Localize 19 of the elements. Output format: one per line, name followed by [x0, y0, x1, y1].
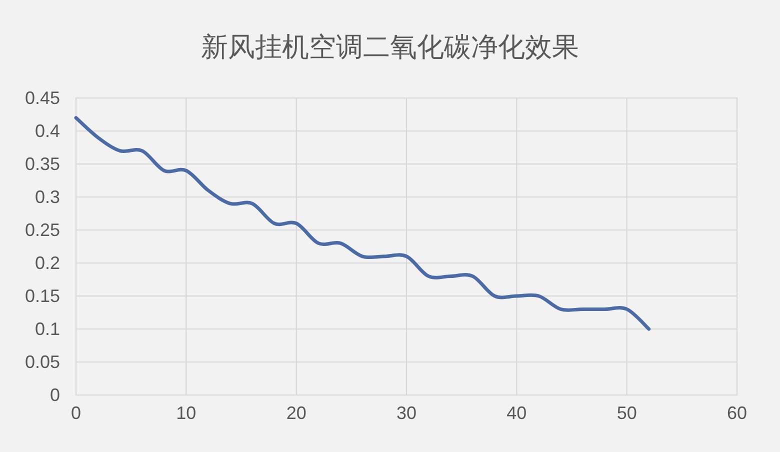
- y-tick-label: 0: [50, 385, 60, 405]
- x-tick-label: 30: [396, 403, 417, 423]
- y-tick-label: 0.4: [34, 121, 60, 141]
- x-tick-label: 60: [726, 403, 748, 423]
- line-series: [74, 116, 651, 331]
- y-tick-label: 0.1: [34, 319, 60, 339]
- x-tick-label: 10: [176, 403, 196, 423]
- x-tick-label: 20: [286, 403, 306, 423]
- y-tick-label: 0.3: [34, 187, 60, 207]
- x-tick-label: 0: [70, 403, 82, 423]
- y-tick-label: 0.35: [24, 154, 60, 174]
- y-tick-label: 0.2: [34, 253, 60, 273]
- x-tick-label: 40: [506, 403, 527, 423]
- y-tick-label: 0.45: [24, 88, 60, 108]
- y-tick-label: 0.05: [24, 352, 60, 372]
- chart-title: 新风挂机空调二氧化碳净化效果: [201, 32, 579, 62]
- y-tick-label: 0.15: [24, 286, 60, 306]
- y-tick-label: 0.25: [24, 220, 60, 240]
- x-tick-label: 50: [616, 403, 637, 423]
